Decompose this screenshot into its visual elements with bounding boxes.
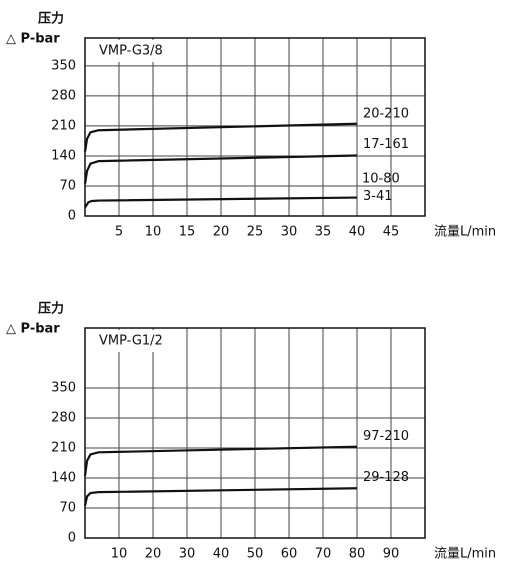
x-axis-label: 流量L/min	[434, 547, 496, 562]
x-tick-label: 10	[111, 547, 128, 562]
x-tick-label: 30	[281, 225, 298, 240]
plot-frame	[84, 37, 426, 217]
chart-title: VMP-G1/2	[99, 334, 163, 349]
y-tick-label: 70	[59, 501, 76, 516]
x-tick-label: 70	[315, 547, 332, 562]
series-label: 20-210	[363, 106, 409, 121]
title-box	[93, 40, 179, 62]
x-tick-label: 10	[145, 225, 162, 240]
x-tick-label: 20	[145, 547, 162, 562]
y-tick-label: 350	[51, 381, 76, 396]
series-label: 97-210	[363, 429, 409, 444]
x-tick-label: 45	[383, 225, 400, 240]
y-tick-label: 350	[51, 58, 76, 73]
x-tick-label: 80	[349, 547, 366, 562]
x-tick-label: 35	[315, 225, 332, 240]
y-tick-label: 280	[51, 411, 76, 426]
x-tick-label: 20	[213, 225, 230, 240]
x-tick-label: 60	[281, 547, 298, 562]
y-tick-label: 140	[51, 148, 76, 163]
series-label: 17-161	[363, 137, 409, 152]
y-tick-label: 210	[51, 118, 76, 133]
series-label: 3-41	[363, 189, 393, 204]
x-tick-label: 40	[349, 225, 366, 240]
y-tick-label: 0	[68, 209, 76, 224]
y-axis-label: 压力	[38, 301, 64, 317]
x-tick-label: 5	[115, 225, 123, 240]
line-series	[83, 154, 358, 185]
y-axis-label: 压力	[38, 11, 64, 27]
series-label: 29-128	[363, 470, 409, 485]
title-box	[93, 330, 179, 352]
x-tick-label: 40	[213, 547, 230, 562]
x-tick-label: 90	[383, 547, 400, 562]
x-axis-label: 流量L/min	[434, 225, 496, 240]
x-tick-label: 30	[179, 547, 196, 562]
y-tick-label: 0	[68, 531, 76, 546]
line-series	[83, 122, 358, 152]
y-tick-label: 280	[51, 88, 76, 103]
x-tick-label: 25	[247, 225, 264, 240]
y-axis-label: △ P-bar	[6, 322, 60, 337]
y-tick-label: 140	[51, 471, 76, 486]
x-tick-label: 15	[179, 225, 196, 240]
chart-title: VMP-G3/8	[99, 44, 163, 59]
line-series	[83, 487, 358, 507]
line-series	[84, 196, 358, 209]
y-tick-label: 210	[51, 441, 76, 456]
x-tick-label: 50	[247, 547, 264, 562]
annotation: 10-80	[362, 172, 400, 187]
y-tick-label: 70	[59, 178, 76, 193]
line-series	[83, 445, 358, 477]
plot-frame	[84, 327, 426, 539]
y-axis-label: △ P-bar	[6, 32, 60, 47]
